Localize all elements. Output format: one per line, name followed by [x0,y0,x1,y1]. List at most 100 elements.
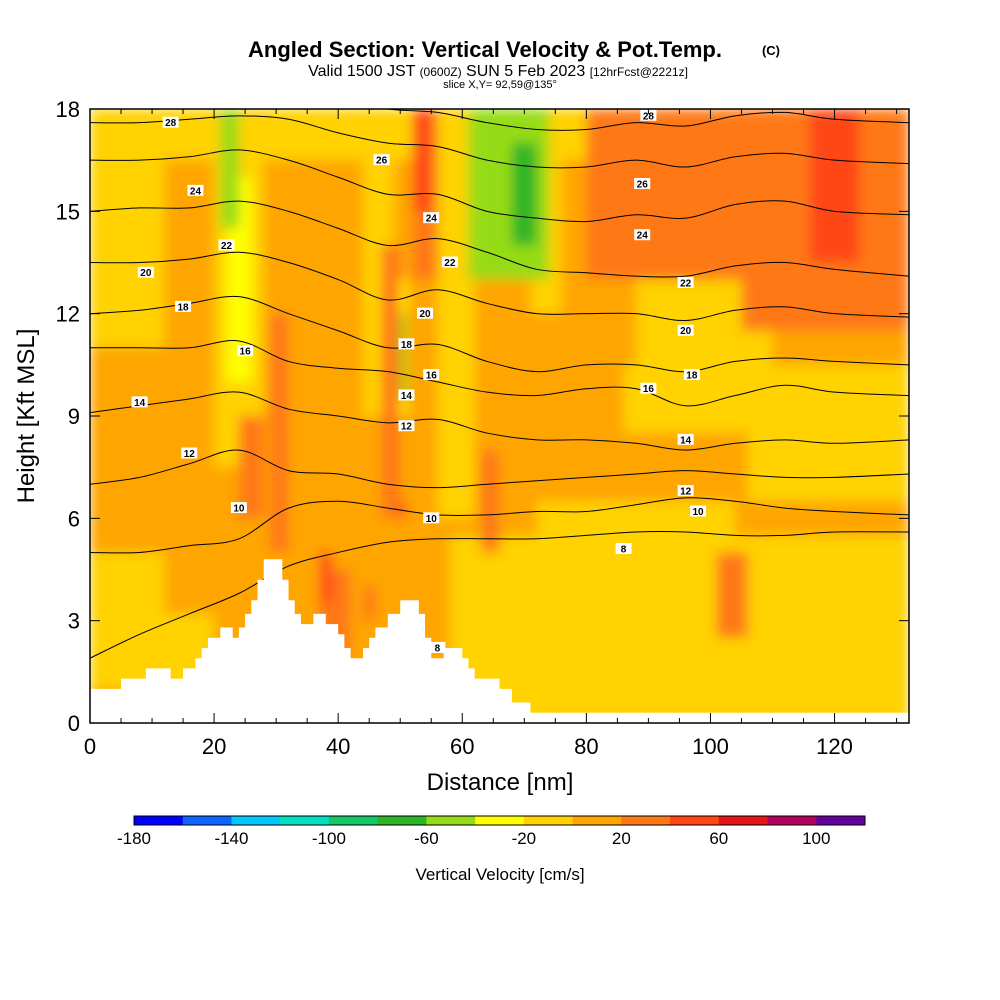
velocity-cell [269,313,289,553]
valid-utc: (0600Z) [420,65,462,79]
y-tick-label: 6 [68,506,80,531]
colorbar-tick-label: -100 [312,829,346,848]
contour-label: 14 [131,396,148,409]
colorbar: -180 -140 -100 -60 -20 20 60 100 [117,815,866,848]
colorbar-swatch [718,816,769,825]
svg-text:14: 14 [401,391,413,402]
svg-text:18: 18 [401,340,413,351]
velocity-cell [90,160,165,348]
contour-label: 8 [429,641,446,654]
contour-labels: 28 26 28 24 26 24 24 22 22 20 22 18 20 20 16 18 16 18 14 16… [131,109,707,654]
isentrope-8 [90,531,909,659]
colorbar-tick-label: 20 [612,829,631,848]
colorbar-swatch [231,816,281,825]
svg-text:26: 26 [376,156,388,167]
svg-text:12: 12 [680,487,692,498]
contour-label: 22 [218,239,235,252]
contour-label: 12 [398,420,415,433]
plot-area: 28 26 28 24 26 24 24 22 22 20 22 18 20 20 16 18 16 18 14 16… [90,109,909,723]
isentrope-10 [90,497,909,554]
svg-text:16: 16 [240,347,252,358]
y-tick-label: 9 [68,404,80,429]
svg-text:18: 18 [178,302,190,313]
isentrope-20 [90,251,909,321]
y-axis: 0 3 6 9 12 15 18 [56,97,909,736]
x-tick-label: 20 [202,734,226,759]
colorbar-tick-label: -20 [512,829,537,848]
velocity-cell [363,586,376,621]
y-tick-label: 0 [68,711,80,736]
y-tick-label: 15 [56,199,80,224]
contour-label: 18 [398,338,415,351]
contour-label: 18 [683,369,700,382]
x-tick-label: 0 [84,734,96,759]
isentropes [90,109,909,659]
svg-text:14: 14 [134,398,146,409]
contour-label: 10 [230,502,247,515]
colorbar-swatch [816,816,866,825]
velocity-cell [412,109,432,212]
contour-label: 12 [677,485,694,498]
isentrope-16 [90,340,909,407]
svg-text:22: 22 [444,258,456,269]
svg-text:8: 8 [621,545,627,556]
isentrope-12 [90,449,909,489]
velocity-cell [716,552,748,638]
isentrope-24 [90,149,909,223]
contour-label: 8 [615,543,632,556]
contour-label: 18 [175,300,192,313]
x-tick-label: 80 [574,734,598,759]
svg-text:24: 24 [426,214,438,225]
svg-text:20: 20 [140,268,152,279]
y-tick-label: 3 [68,609,80,634]
chart-title: Angled Section: Vertical Velocity & Pot.… [248,37,722,62]
svg-text:22: 22 [680,278,692,289]
valid-time-line: Valid 1500 JST (0600Z) SUN 5 Feb 2023 [1… [308,63,688,80]
colorbar-swatch [767,816,817,825]
isentrope-18 [90,295,909,373]
colorbar-tick-label: -60 [414,829,439,848]
forecast-info: [12hrFcst@2221z] [590,65,688,79]
colorbar-tick-label: -140 [214,829,248,848]
contour-label: 24 [634,229,651,242]
svg-text:10: 10 [692,507,704,518]
colorbar-swatch [328,816,379,825]
colorbar-swatch [572,816,622,825]
velocity-cell [648,109,909,280]
x-axis: 0 20 40 60 80 100 120 [84,109,898,759]
velocity-field [90,109,909,723]
contour-label: 20 [137,266,154,279]
contour-label: 28 [640,109,657,122]
colorbar-swatch [134,816,184,825]
colorbar-tick-label: -180 [117,829,151,848]
colorbar-swatch [670,816,720,825]
contour-label: 16 [640,382,657,395]
velocity-cell [381,245,401,519]
svg-text:20: 20 [419,309,431,320]
svg-text:28: 28 [643,111,655,122]
x-axis-label: Distance [nm] [427,769,574,796]
velocity-cell [480,450,500,553]
colorbar-swatch [523,816,574,825]
chart-title-suffix: (C) [762,43,780,58]
colorbar-tick-label: 100 [802,829,830,848]
svg-text:16: 16 [643,384,655,395]
x-tick-label: 60 [450,734,474,759]
y-tick-label: 18 [56,97,80,122]
colorbar-frame [133,815,866,826]
contour-label: 26 [634,178,651,191]
y-axis-label: Height [Kft MSL] [13,329,40,504]
valid-date: SUN 5 Feb 2023 [466,63,585,80]
svg-text:10: 10 [233,504,245,515]
velocity-cell [449,535,909,723]
contour-label: 16 [237,345,254,358]
velocity-cell [220,109,239,229]
isentrope-22 [90,200,909,278]
contour-label: 26 [373,154,390,167]
velocity-cell [397,313,407,399]
svg-text:24: 24 [637,231,649,242]
velocity-cell [319,552,332,604]
velocity-cell [747,433,909,502]
velocity-cell [238,416,264,519]
